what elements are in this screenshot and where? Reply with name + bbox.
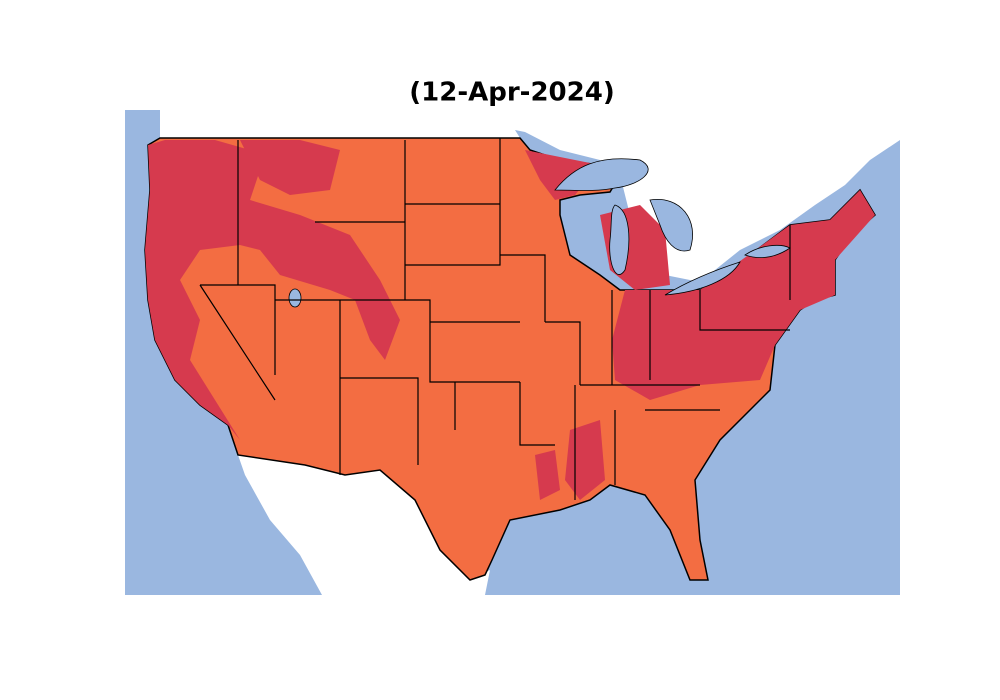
lake-michigan: [609, 204, 630, 275]
region: [612, 190, 875, 400]
lakes: [288, 158, 791, 308]
region: [145, 140, 400, 440]
state-border: [199, 138, 791, 500]
lake-superior: [554, 158, 649, 191]
canada: [160, 110, 900, 282]
region: [240, 140, 340, 195]
lake-erie: [664, 261, 741, 296]
great-salt-lake: [288, 288, 302, 308]
map-title: (12-Apr-2024): [409, 78, 614, 108]
map: [125, 110, 900, 595]
state-borders: [199, 138, 791, 500]
lake-huron: [649, 198, 693, 252]
region: [535, 450, 560, 500]
mexico: [238, 455, 490, 595]
